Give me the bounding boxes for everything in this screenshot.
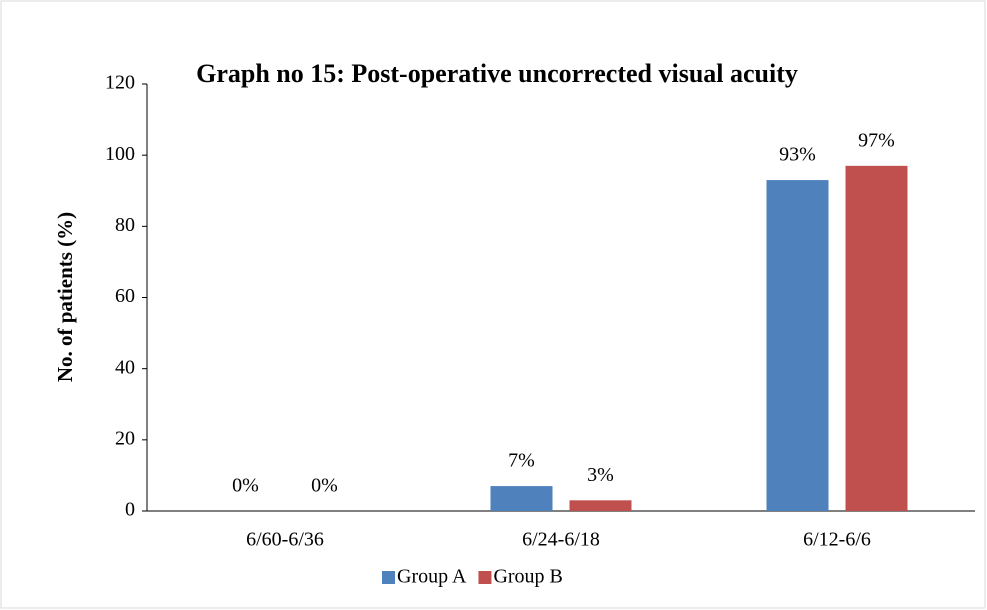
legend-swatch <box>382 571 395 584</box>
data-label: 0% <box>232 475 259 497</box>
data-label: 97% <box>858 129 895 151</box>
data-label: 0% <box>311 475 338 497</box>
legend-swatch <box>478 571 492 584</box>
data-label: 3% <box>587 464 614 486</box>
x-tick-label: 6/12-6/6 <box>803 529 871 551</box>
y-tick-label: 100 <box>105 143 135 165</box>
x-tick-label: 6/24-6/18 <box>522 529 600 551</box>
y-tick-label: 60 <box>115 285 135 307</box>
bar <box>490 486 553 511</box>
bar <box>845 165 908 511</box>
x-tick-label: 6/60-6/36 <box>246 529 324 551</box>
y-tick-label: 20 <box>115 427 135 449</box>
legend-label: Group B <box>493 566 562 588</box>
data-label: 7% <box>508 450 535 472</box>
data-label: 93% <box>779 144 816 166</box>
bar <box>766 180 829 511</box>
y-tick-label: 120 <box>105 72 135 94</box>
y-axis-title: No. of patients (%) <box>53 212 77 382</box>
legend-label: Group A <box>397 566 467 588</box>
bar <box>569 500 632 511</box>
chart-title: Graph no 15: Post-operative uncorrected … <box>196 59 798 88</box>
y-tick-label: 80 <box>115 214 135 236</box>
y-tick-label: 0 <box>125 499 135 521</box>
y-tick-label: 40 <box>115 356 135 378</box>
